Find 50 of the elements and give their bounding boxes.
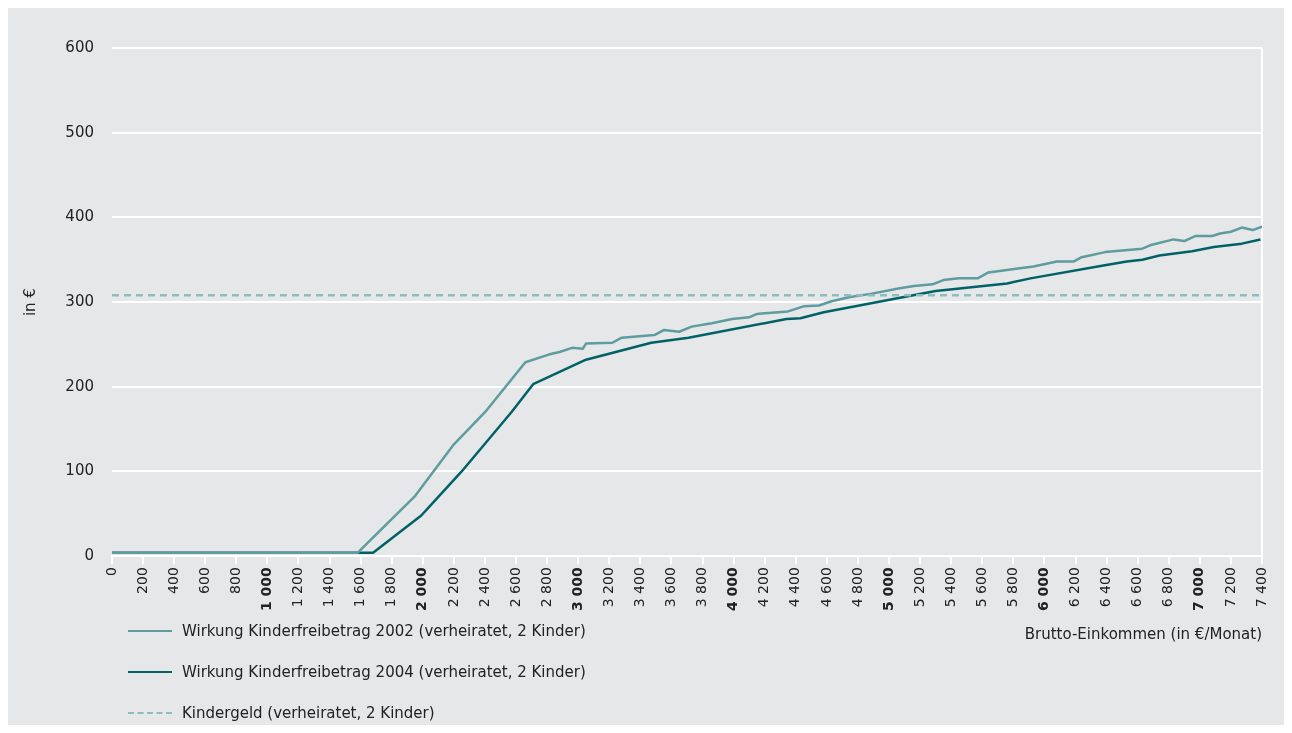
x-tick-label: 3 600 — [662, 567, 679, 608]
x-tick-label: 3 000 — [568, 566, 585, 611]
x-tick-label: 7 000 — [1190, 566, 1207, 611]
x-tick-label: 7 400 — [1252, 567, 1269, 608]
x-tick-label: 6 800 — [1159, 567, 1176, 608]
x-tick-label: 5 600 — [972, 567, 989, 608]
x-tick-label: 6 600 — [1128, 567, 1145, 608]
x-tick-label: 5 800 — [1003, 567, 1020, 608]
legend-label: Wirkung Kinderfreibetrag 2004 (verheiratet, 2 Kinder) — [182, 662, 586, 681]
x-tick-label: 2 600 — [506, 567, 523, 608]
y-tick-label: 0 — [84, 546, 94, 565]
x-tick-label: 5 200 — [910, 567, 927, 608]
x-tick-label: 1 400 — [320, 567, 337, 608]
x-tick-label: 4 200 — [755, 567, 772, 608]
x-tick-label: 3 200 — [599, 567, 616, 608]
x-axis-title: Brutto-Einkommen (in €/Monat) — [1024, 624, 1262, 643]
x-tick-label: 4 000 — [724, 566, 741, 611]
y-tick-label: 400 — [65, 207, 94, 226]
x-tick-label: 6 200 — [1066, 567, 1083, 608]
y-tick-label: 600 — [65, 37, 94, 56]
x-tick-label: 2 200 — [444, 567, 461, 608]
x-tick-label: 6 000 — [1035, 566, 1052, 611]
x-tick-label: 5 400 — [941, 567, 958, 608]
x-tick-label: 3 800 — [693, 567, 710, 608]
legend-label: Wirkung Kinderfreibetrag 2002 (verheiratet, 2 Kinder) — [182, 621, 586, 640]
y-tick-label: 300 — [65, 291, 94, 310]
x-tick-label: 1 200 — [289, 567, 306, 608]
x-tick-label: 0 — [102, 567, 119, 577]
x-tick-label: 4 400 — [786, 567, 803, 608]
x-tick-label: 1 800 — [382, 567, 399, 608]
x-tick-label: 2 000 — [413, 566, 430, 611]
x-tick-label: 200 — [133, 567, 150, 594]
y-tick-label: 200 — [65, 376, 94, 395]
x-tick-label: 800 — [226, 567, 243, 594]
x-tick-label: 4 600 — [817, 567, 834, 608]
x-tick-label: 3 400 — [631, 567, 648, 608]
x-tick-label: 7 200 — [1221, 567, 1238, 608]
x-tick-label: 2 800 — [537, 567, 554, 608]
y-axis-title: in € — [20, 288, 39, 317]
y-tick-label: 500 — [65, 122, 94, 141]
x-tick-label: 600 — [195, 567, 212, 594]
x-tick-label: 4 800 — [848, 567, 865, 608]
x-tick-label: 2 400 — [475, 567, 492, 608]
y-tick-label: 100 — [65, 461, 94, 480]
x-tick-label: 1 000 — [258, 566, 275, 611]
x-tick-label: 400 — [164, 567, 181, 594]
x-tick-label: 6 400 — [1097, 567, 1114, 608]
legend-label: Kindergeld (verheiratet, 2 Kinder) — [182, 703, 435, 722]
x-tick-label: 1 600 — [351, 567, 368, 608]
x-tick-label: 5 000 — [879, 566, 896, 611]
